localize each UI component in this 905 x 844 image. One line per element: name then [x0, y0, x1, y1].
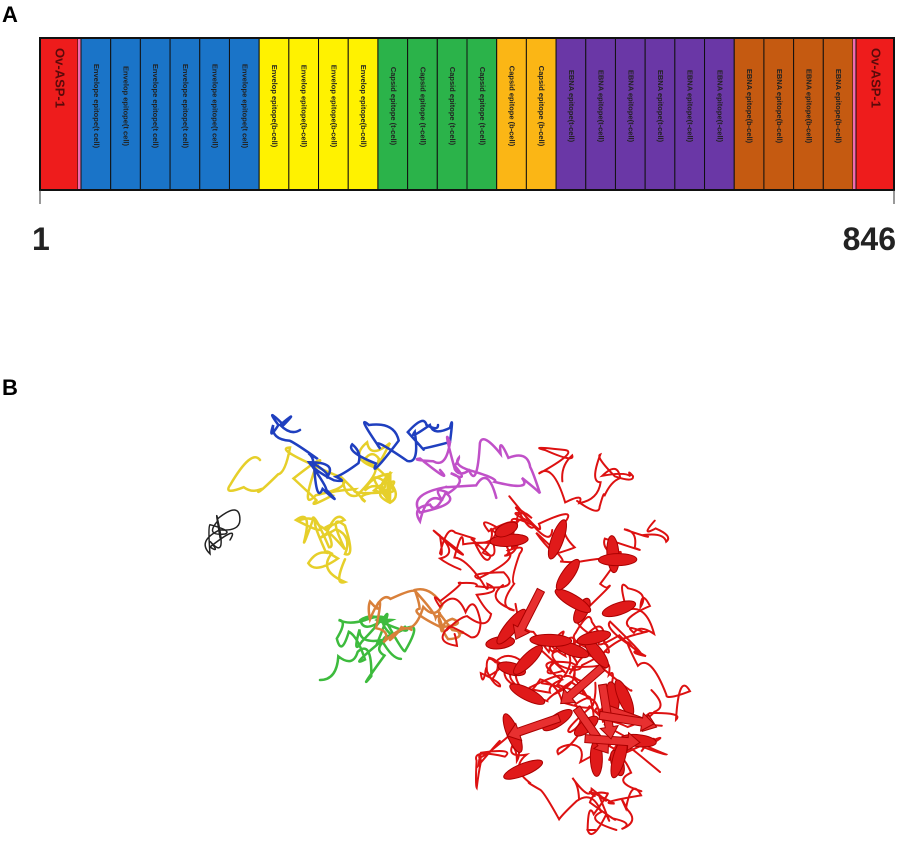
segment: [644, 37, 676, 191]
segment-label: Envelop epitope(b-cell): [300, 65, 309, 148]
sheet: [597, 683, 619, 740]
segment-title: Ov-ASP-1: [869, 48, 884, 108]
segment: [822, 37, 854, 191]
segment: [733, 37, 765, 191]
segment: [555, 37, 587, 191]
helix: [597, 553, 638, 567]
panel-label: B: [2, 375, 18, 400]
segment: [525, 37, 557, 191]
chain: [537, 446, 634, 512]
segment-label: Envelop epitope(b-cell): [270, 65, 279, 148]
helix: [529, 633, 573, 647]
chain: [204, 509, 241, 556]
chain: [508, 495, 670, 564]
segment: [704, 37, 735, 191]
helix: [555, 558, 580, 591]
segment-label: Envelope epitope(t cell): [181, 64, 190, 149]
segment: [318, 37, 349, 191]
chain: [432, 506, 537, 571]
construct-bar: Ov-ASP-1 Envelope epitope(t cell) Envelop …: [39, 37, 895, 204]
helix: [509, 683, 546, 705]
helix: [494, 521, 519, 538]
helix: [601, 600, 637, 618]
segment-label: Envelope epitope(t cell): [92, 64, 101, 149]
segment-label: EBNA epitope(b-cell): [775, 69, 784, 144]
start-number: 1: [32, 221, 50, 257]
segment: [614, 37, 646, 191]
segment: [855, 37, 895, 191]
panel-label: A: [2, 2, 18, 27]
segment: [258, 37, 290, 191]
end-number: 846: [843, 221, 896, 257]
segment-label: Capsid epitope (b-cell): [537, 66, 546, 147]
bar-outline: [39, 37, 895, 191]
chain: [474, 733, 618, 831]
linker: [78, 38, 81, 190]
chain: [415, 435, 542, 525]
segment-label: EBNA epitope(t-cell): [656, 70, 665, 143]
segment-title: Ov-ASP-1: [53, 48, 68, 108]
segment-label: Envelope epitope(t cell): [211, 64, 220, 149]
helix: [547, 519, 567, 560]
chain: [227, 439, 397, 506]
chain: [293, 515, 352, 584]
chain: [571, 777, 643, 835]
segment-label: EBNA epitope(b-cell): [834, 69, 843, 144]
segment-label: EBNA epitope(b-cell): [745, 69, 754, 144]
sheet: [598, 710, 655, 732]
sheet: [560, 663, 606, 705]
chain: [270, 413, 454, 501]
segment: [80, 37, 112, 191]
segment-label: Envelop epitope(t cell): [122, 66, 131, 147]
segment: [347, 37, 379, 191]
segment: [39, 37, 79, 191]
segment-label: EBNA epitope(t-cell): [597, 70, 606, 143]
segment-label: Capsid epitope (t-cell): [418, 67, 427, 146]
segment-label: Capsid epitope (t-cell): [448, 67, 457, 146]
segment-label: EBNA epitope(t-cell): [567, 70, 576, 143]
helix: [576, 630, 612, 646]
protein-structure: [204, 413, 692, 835]
segment-label: Envelop epitope(b-cell): [329, 65, 338, 148]
segment-label: Envelope epitope(t cell): [240, 64, 249, 149]
segment-label: EBNA epitope(t-cell): [686, 70, 695, 143]
segment-label: EBNA epitope(t-cell): [626, 70, 635, 143]
segment-label: Envelope epitope(t cell): [151, 64, 160, 149]
segment-label: Capsid epitope (t-cell): [478, 67, 487, 146]
segment-label: EBNA epitope(t-cell): [715, 70, 724, 143]
chain: [367, 588, 465, 644]
sheet: [506, 713, 562, 742]
segment-label: Envelop epitope(b-cell): [359, 65, 368, 148]
helix: [513, 644, 543, 675]
linker: [853, 38, 856, 190]
segment-label: Capsid epitope (t-cell): [389, 67, 398, 146]
chain: [318, 612, 416, 683]
chain: [576, 550, 692, 727]
segment-label: Capsid epitope (b-cell): [508, 66, 517, 147]
sheet: [584, 731, 641, 752]
segment: [585, 37, 616, 191]
sheet: [512, 587, 546, 641]
segment-label: EBNA epitope(b-cell): [804, 69, 813, 144]
helix: [503, 759, 544, 780]
segment: [793, 37, 824, 191]
chain: [433, 546, 523, 648]
helix: [554, 588, 592, 614]
